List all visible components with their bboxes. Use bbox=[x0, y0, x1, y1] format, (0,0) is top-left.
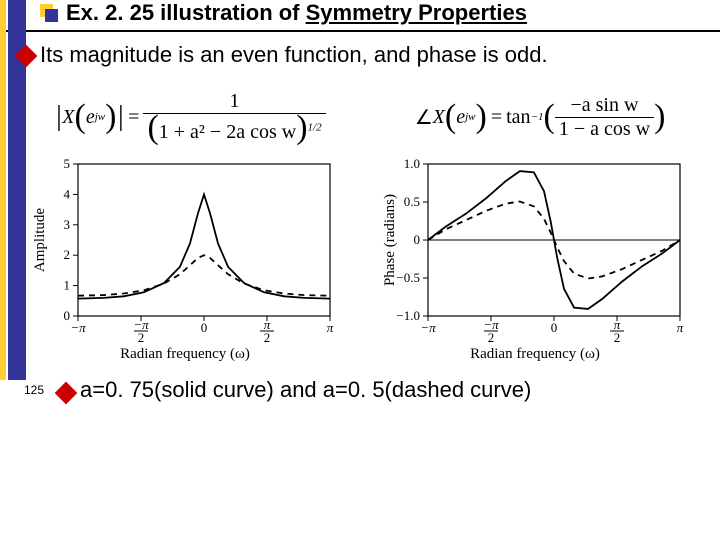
eq-ph-num: −a sin w bbox=[566, 94, 642, 117]
svg-text:−π: −π bbox=[420, 320, 436, 335]
title-underlined: Symmetry Properties bbox=[306, 0, 527, 25]
svg-text:−π: −π bbox=[70, 320, 86, 335]
svg-text:Phase (radians): Phase (radians) bbox=[382, 194, 398, 286]
slide-title: Ex. 2. 25 illustration of Symmetry Prope… bbox=[66, 0, 527, 26]
eq-ph-arg: e bbox=[456, 106, 465, 129]
phase-chart-wrap: −1.0−0.500.51.0−π−π20π2πPhase (radians) … bbox=[380, 154, 690, 363]
caption-text: a=0. 75(solid curve) and a=0. 5(dashed c… bbox=[80, 377, 531, 403]
svg-text:0: 0 bbox=[64, 308, 71, 323]
svg-text:0.5: 0.5 bbox=[404, 194, 420, 209]
phase-xlabel: Radian frequency (ω) bbox=[470, 346, 600, 363]
svg-text:2: 2 bbox=[64, 247, 71, 262]
eq-ph-var: X bbox=[433, 106, 445, 129]
eq-mag-den: 1 + a² − 2a cos w bbox=[159, 121, 296, 143]
caption-row: 125 a=0. 75(solid curve) and a=0. 5(dash… bbox=[0, 371, 720, 409]
svg-text:0: 0 bbox=[201, 320, 208, 335]
title-prefix: Ex. 2. 25 illustration of bbox=[66, 0, 306, 25]
page-number: 125 bbox=[24, 383, 44, 397]
title-bar: Ex. 2. 25 illustration of Symmetry Prope… bbox=[0, 0, 720, 32]
eq-mag-den-exp: 1/2 bbox=[308, 121, 322, 133]
svg-text:π: π bbox=[327, 320, 334, 335]
charts-row: 0 1 2 3 4 5 −π −π 2 0 π 2 π Amplitude Radian frequenc… bbox=[10, 154, 710, 363]
svg-text:1: 1 bbox=[64, 278, 71, 293]
amplitude-xlabel: Radian frequency (ω) bbox=[120, 346, 250, 363]
bullet-text: Its magnitude is an even function, and p… bbox=[40, 42, 548, 68]
svg-text:2: 2 bbox=[264, 330, 271, 344]
svg-text:5: 5 bbox=[64, 156, 71, 171]
eq-ph-fn: tan bbox=[506, 106, 530, 129]
svg-text:Amplitude: Amplitude bbox=[32, 208, 48, 273]
eq-mag-exp: jw bbox=[95, 111, 105, 123]
phase-chart: −1.0−0.500.51.0−π−π20π2πPhase (radians) bbox=[380, 154, 690, 344]
svg-text:π: π bbox=[677, 320, 684, 335]
amplitude-chart: 012345−π−π20π2πAmplitude bbox=[30, 154, 340, 344]
eq-ph-exp: jw bbox=[465, 111, 475, 123]
svg-text:0: 0 bbox=[414, 232, 421, 247]
eq-mag-var: X bbox=[62, 106, 74, 129]
eq-mag-arg: e bbox=[86, 106, 95, 129]
svg-text:3: 3 bbox=[64, 217, 71, 232]
svg-text:−1.0: −1.0 bbox=[396, 308, 420, 323]
magnitude-equation: | X ( ejw ) | = 1 (1 + a² − 2a cos w)1/2 bbox=[55, 90, 326, 144]
equation-row: | X ( ejw ) | = 1 (1 + a² − 2a cos w)1/2… bbox=[10, 90, 710, 144]
eq-ph-fn-exp: −1 bbox=[531, 111, 544, 123]
svg-text:4: 4 bbox=[64, 186, 71, 201]
amplitude-chart-wrap: 012345−π−π20π2πAmplitude Radian frequenc… bbox=[30, 154, 340, 363]
eq-mag-num: 1 bbox=[226, 90, 244, 113]
phase-equation: ∠ X ( ejw ) = tan−1 ( −a sin w 1 − a cos… bbox=[415, 90, 666, 144]
svg-text:0: 0 bbox=[551, 320, 558, 335]
svg-text:2: 2 bbox=[614, 330, 621, 344]
svg-text:2: 2 bbox=[488, 330, 495, 344]
diamond-icon bbox=[55, 382, 78, 405]
bullet-line: Its magnitude is an even function, and p… bbox=[0, 40, 720, 70]
title-icon bbox=[40, 4, 58, 22]
svg-text:2: 2 bbox=[138, 330, 145, 344]
svg-text:1.0: 1.0 bbox=[404, 156, 420, 171]
svg-text:−0.5: −0.5 bbox=[396, 270, 420, 285]
eq-ph-den: 1 − a cos w bbox=[555, 118, 654, 141]
eq-ph-op: ∠ bbox=[415, 105, 433, 130]
